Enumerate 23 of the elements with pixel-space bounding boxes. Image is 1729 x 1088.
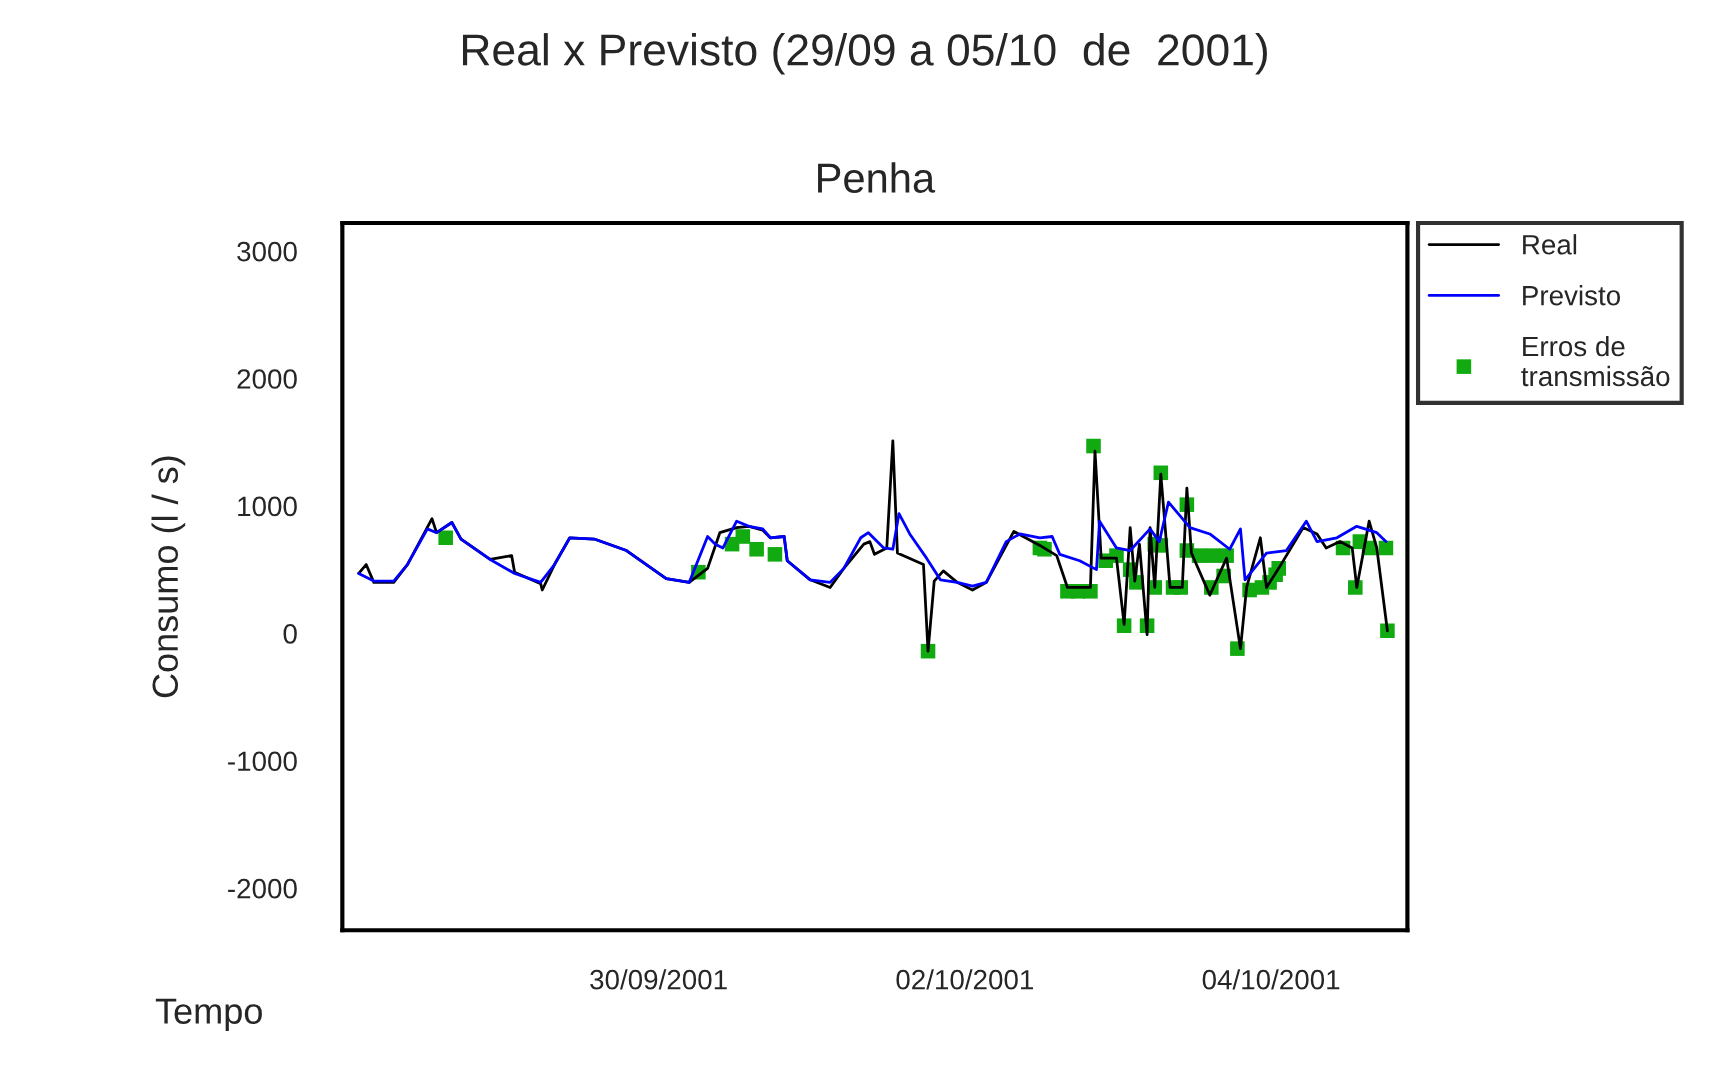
point [1086, 438, 1101, 454]
y-tick-label: -2000 [228, 878, 297, 899]
point [438, 530, 453, 546]
point [749, 541, 764, 557]
legend-label: Previsto [1523, 285, 1621, 306]
point [767, 547, 783, 562]
point [1205, 548, 1221, 563]
chart-subtitle: Penha [818, 162, 936, 193]
legend-label: Erros de transmissão [1521, 335, 1670, 387]
legend-label: Real [1523, 234, 1577, 255]
y-tick-label: 2000 [237, 369, 297, 389]
point [735, 529, 751, 544]
chart-title: Real x Previsto (29/09 a 05/10 de 2001) [462, 33, 1267, 75]
y-tick-label: 1000 [238, 496, 297, 517]
point [1378, 540, 1394, 556]
y-tick-label: 0 [283, 624, 297, 644]
x-tick-label: 04/10/2001 [1202, 969, 1340, 990]
x-tick-label: 02/10/2001 [896, 969, 1033, 990]
y-tick-label: -1000 [228, 751, 297, 772]
x-tick-label: 30/09/2001 [590, 969, 727, 990]
x-axis-title: Tempo [155, 998, 262, 1032]
y-axis-title: Consumo (l / s) [151, 456, 186, 698]
y-tick-label: 3000 [237, 241, 297, 262]
